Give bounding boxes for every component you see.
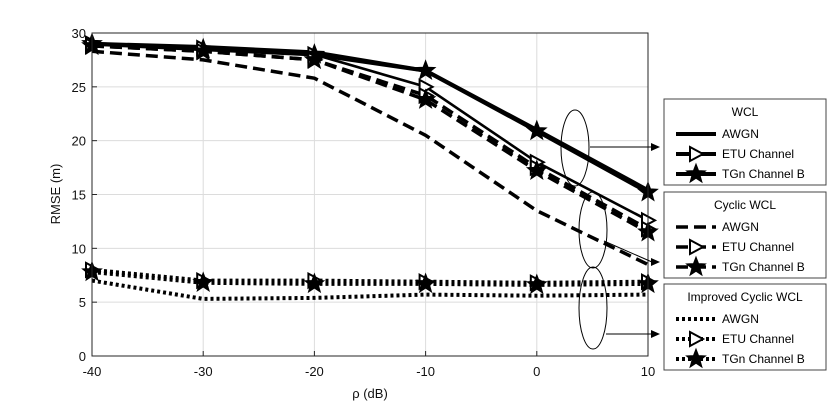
legend-label-cyclic-wcl-tgn-channel-b: TGn Channel B: [722, 260, 805, 274]
legend-label-improved-cyclic-wcl-awgn: AWGN: [722, 312, 759, 326]
legend-marker-wcl-tgn-channel-b: [685, 162, 707, 184]
legend-label-cyclic-wcl-awgn: AWGN: [722, 220, 759, 234]
series-point-cyclic-wcl-tgn-channel-b: [525, 159, 548, 181]
group-annotations: [560, 109, 660, 350]
group-arrow-head-cyclic-wcl: [651, 258, 660, 266]
legend-title-improved-cyclic-wcl: Improved Cyclic WCL: [687, 290, 803, 304]
group-ellipse-wcl: [560, 109, 590, 187]
legend-label-cyclic-wcl-etu-channel: ETU Channel: [722, 240, 794, 254]
legend-marker-improved-cyclic-wcl-etu-channel: [689, 330, 706, 348]
legend-title-wcl: WCL: [732, 105, 759, 119]
series-point-wcl-tgn-channel-b: [414, 59, 437, 80]
series-point-improved-cyclic-wcl-tgn-channel-b: [192, 271, 215, 293]
legend-label-improved-cyclic-wcl-etu-channel: ETU Channel: [722, 332, 794, 346]
x-tick-label: 0: [533, 364, 540, 379]
y-tick-label: 15: [72, 188, 86, 203]
series-point-improved-cyclic-wcl-tgn-channel-b: [525, 273, 548, 295]
y-tick-label: 0: [79, 349, 86, 364]
x-axis-title: ρ (dB): [352, 386, 388, 401]
y-tick-label: 5: [79, 295, 86, 310]
series-line-cyclic-wcl-tgn-channel-b: [91, 44, 649, 234]
group-ellipse-improved-cyclic-wcl: [578, 266, 608, 350]
group-ellipse-cyclic-wcl: [578, 191, 608, 269]
group-arrow-head-improved-cyclic-wcl: [651, 330, 660, 338]
series-line-improved-cyclic-wcl-etu-channel: [91, 267, 649, 285]
series-point-wcl-tgn-channel-b: [525, 119, 548, 141]
legend-marker-wcl-etu-channel: [689, 145, 706, 163]
x-tick-label: -20: [305, 364, 324, 379]
legend-marker-cyclic-wcl-tgn-channel-b: [685, 255, 707, 277]
series-line-improved-cyclic-wcl-awgn: [91, 278, 649, 301]
axes: -40 -30 -20 -10 0 10 0 5 10 15 20 25 30: [72, 26, 656, 379]
legend-marker-cyclic-wcl-etu-channel: [689, 238, 706, 256]
series-line-wcl-tgn-channel-b: [91, 41, 649, 195]
series-point-cyclic-wcl-tgn-channel-b: [303, 48, 326, 70]
series-line-improved-cyclic-wcl-tgn-channel-b: [91, 270, 649, 287]
series-point-improved-cyclic-wcl-tgn-channel-b: [414, 272, 437, 294]
series-line-cyclic-wcl-awgn: [91, 49, 649, 267]
x-tick-label: -40: [83, 364, 102, 379]
legend-label-wcl-etu-channel: ETU Channel: [722, 147, 794, 161]
legend-label-wcl-tgn-channel-b: TGn Channel B: [722, 167, 805, 181]
y-axis-title: RMSE (m): [48, 164, 63, 225]
x-tick-label: -30: [194, 364, 213, 379]
legend-label-wcl-awgn: AWGN: [722, 127, 759, 141]
series-point-cyclic-wcl-tgn-channel-b: [414, 88, 437, 109]
series-layer: [81, 32, 659, 301]
series-point-improved-cyclic-wcl-tgn-channel-b: [303, 272, 326, 294]
legend-label-improved-cyclic-wcl-tgn-channel-b: TGn Channel B: [722, 352, 805, 366]
legend-title-cyclic-wcl: Cyclic WCL: [714, 198, 776, 212]
legend: WCL AWGN ETU Channel TGn Channel B Cyclic WC…: [663, 98, 827, 371]
legend-marker-improved-cyclic-wcl-tgn-channel-b: [685, 347, 707, 369]
y-tick-label: 10: [72, 241, 86, 256]
x-tick-label: 10: [641, 364, 655, 379]
x-tick-label: -10: [416, 364, 435, 379]
series-point-cyclic-wcl-tgn-channel-b: [192, 39, 215, 61]
plot-frame: [91, 32, 649, 357]
y-tick-label: 25: [72, 80, 86, 95]
y-tick-label: 20: [72, 134, 86, 149]
group-arrow-head-wcl: [651, 143, 660, 151]
group-arrow-line-cyclic-wcl: [603, 240, 653, 263]
y-tick-label: 30: [72, 26, 86, 41]
